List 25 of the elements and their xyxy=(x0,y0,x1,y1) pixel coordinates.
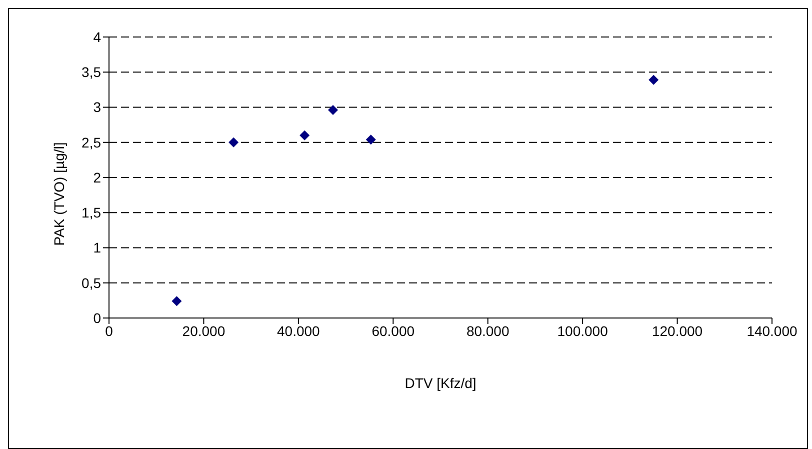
x-tick-label: 0 xyxy=(105,322,114,339)
x-axis-title: DTV [Kfz/d] xyxy=(404,375,478,391)
x-tick-label: 40.000 xyxy=(277,322,320,339)
y-tick-label: 3 xyxy=(93,99,102,116)
y-tick-label: 2,5 xyxy=(82,134,102,150)
point xyxy=(648,74,659,85)
point xyxy=(328,105,338,116)
x-tick-label: 60.000 xyxy=(372,322,415,339)
y-tick-label: 1,5 xyxy=(82,204,102,221)
x-tick-label: 20.000 xyxy=(182,322,226,339)
x-tick-label: 140.000 xyxy=(746,322,798,339)
point xyxy=(228,137,239,148)
x-tick-label: 80.000 xyxy=(466,322,510,339)
y-tick-label: 4 xyxy=(93,28,102,45)
x-tick-label: 100.000 xyxy=(557,322,608,339)
y-axis-title: PAK (TVO) [µg/l] xyxy=(51,142,67,246)
point xyxy=(366,134,376,145)
y-tick-label: 3,5 xyxy=(82,64,102,80)
x-tick-label: 120.000 xyxy=(652,322,703,339)
y-tick-label: 1 xyxy=(93,240,102,256)
y-tick-label: 0,5 xyxy=(82,274,102,291)
y-tick-label: 2 xyxy=(93,169,102,186)
point xyxy=(300,130,310,140)
point xyxy=(172,296,182,306)
y-tick-label: 0 xyxy=(93,310,102,326)
